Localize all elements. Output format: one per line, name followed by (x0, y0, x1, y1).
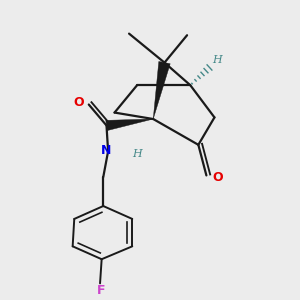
Text: N: N (101, 144, 112, 157)
Text: O: O (212, 170, 223, 184)
Text: O: O (73, 96, 84, 110)
Polygon shape (153, 61, 170, 119)
Polygon shape (106, 119, 153, 130)
Text: H: H (212, 55, 222, 65)
Text: F: F (96, 284, 105, 297)
Text: H: H (132, 149, 142, 160)
